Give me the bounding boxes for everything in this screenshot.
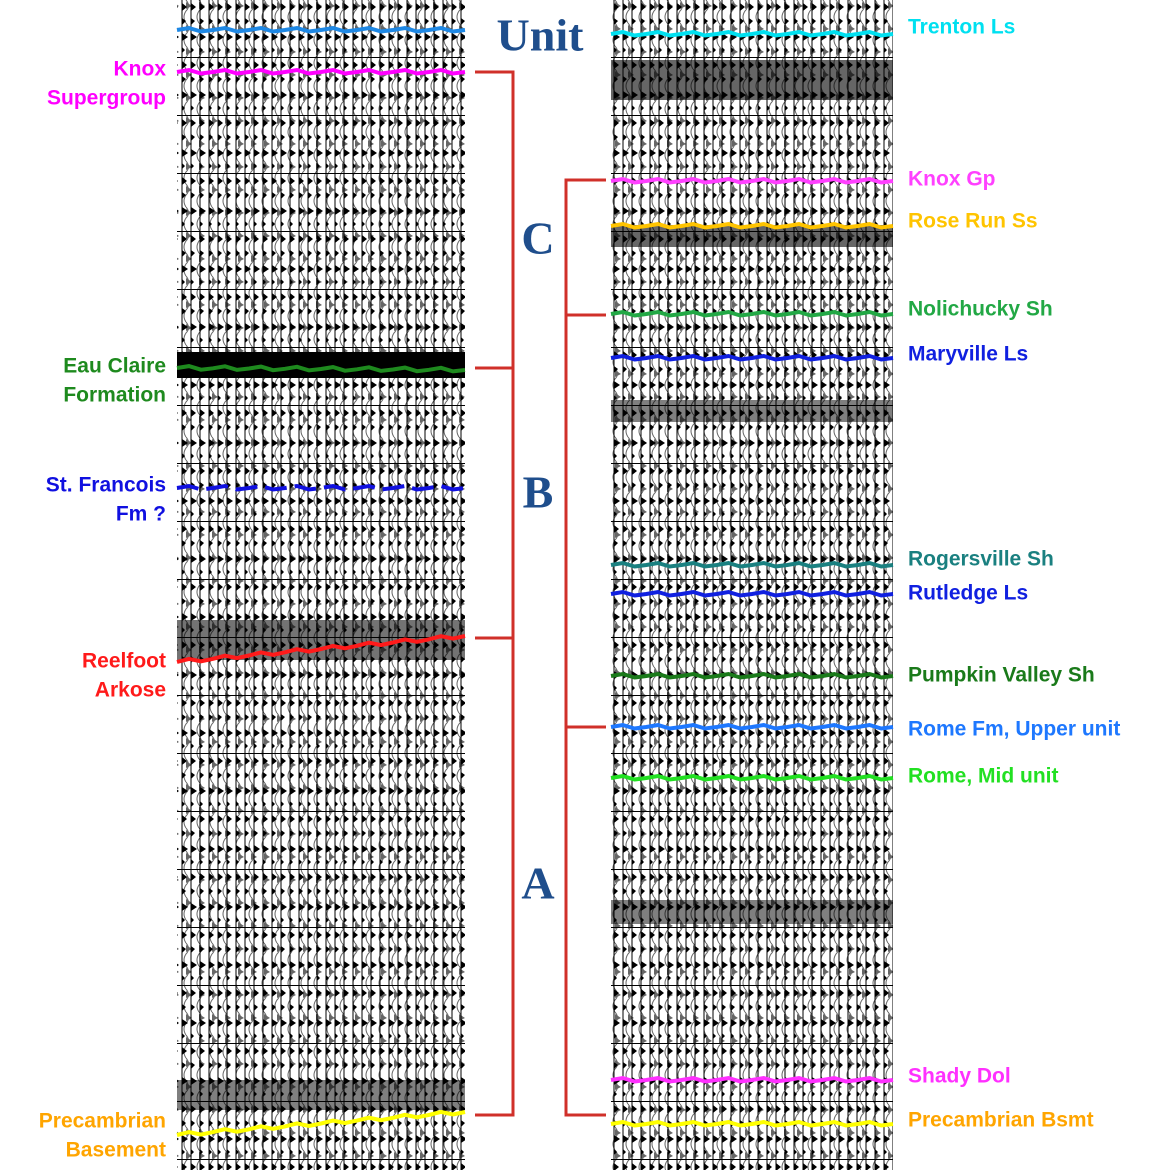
right-section: [611, 0, 893, 1170]
horizon: [610, 722, 894, 731]
horizon-label: Basement: [66, 1139, 166, 1162]
horizon-label: Pumpkin Valley Sh: [908, 664, 1095, 687]
horizon: [610, 560, 894, 569]
brackets: [475, 70, 606, 1117]
horizon-label: Knox Gp: [908, 168, 996, 191]
horizon: [176, 1109, 466, 1137]
horizon-label: Rogersville Sh: [908, 548, 1054, 571]
horizon: [610, 309, 894, 318]
horizon: [176, 364, 466, 374]
unit-header: Unit: [497, 10, 585, 61]
horizon-label: Rose Run Ss: [908, 210, 1038, 233]
horizon-label: Precambrian Bsmt: [908, 1109, 1094, 1132]
horizon-label: Fm ?: [116, 503, 166, 526]
horizon-label: Arkose: [95, 679, 166, 702]
horizon: [610, 773, 894, 782]
horizon-label: Rome, Mid unit: [908, 765, 1059, 788]
horizon: [176, 67, 466, 76]
horizon: [610, 671, 894, 680]
horizon-label: Rome Fm, Upper unit: [908, 718, 1120, 741]
horizon-label: Reelfoot: [82, 650, 166, 673]
horizon: [610, 1119, 894, 1128]
horizon-label: Trenton Ls: [908, 16, 1015, 39]
horizon-label: Supergroup: [47, 87, 166, 110]
horizon: [610, 29, 894, 38]
horizon-label: Knox: [114, 58, 167, 81]
horizon: [176, 25, 466, 34]
horizon-label: Maryville Ls: [908, 343, 1028, 366]
horizon: [610, 221, 894, 230]
horizon-label: Nolichucky Sh: [908, 298, 1053, 321]
horizon-label: St. Francois: [46, 474, 166, 497]
left-section: [177, 0, 465, 1170]
horizon: [610, 1075, 894, 1084]
horizon: [610, 176, 894, 185]
unit-letter: A: [521, 858, 554, 909]
horizon: [176, 483, 466, 492]
horizon-label: Rutledge Ls: [908, 582, 1028, 605]
horizon-label: Precambrian: [39, 1110, 166, 1133]
horizon: [610, 353, 894, 362]
horizon-label: Formation: [63, 384, 166, 407]
horizon-label: Eau Claire: [63, 355, 166, 378]
unit-letter: B: [523, 467, 554, 518]
unit-letter: C: [521, 213, 554, 264]
horizon: [176, 634, 466, 664]
horizon: [610, 589, 894, 598]
horizon-label: Shady Dol: [908, 1065, 1011, 1088]
